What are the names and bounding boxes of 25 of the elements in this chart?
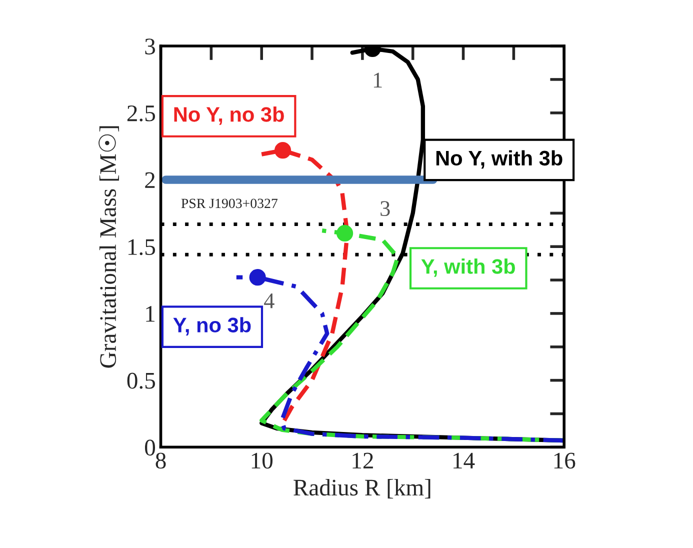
y-tick-label: 3 <box>145 38 155 54</box>
y-tick-label: 1 <box>146 306 154 322</box>
x-axis-title: Radius R [km] <box>294 478 430 499</box>
x-tick-label: 12 <box>352 452 373 468</box>
point <box>274 142 292 159</box>
series-label: No Y, no 3b <box>174 106 284 125</box>
y-tick-label: 2 <box>145 172 155 188</box>
x-tick-label: 8 <box>156 452 166 469</box>
y-axis-title: Gravitational Mass [M☉] <box>98 126 119 368</box>
x-tick-label: 14 <box>454 452 475 468</box>
ref-line-label: PSR J1903+0327 <box>181 198 278 208</box>
y-tick-label: 1.5 <box>128 239 155 256</box>
annotation: 3 <box>380 201 390 216</box>
annotation: 1 <box>374 72 382 88</box>
series-label: Y, with 3b <box>421 258 515 277</box>
point <box>249 269 266 286</box>
y-tick-label: 0 <box>145 440 156 456</box>
x-tick-label: 16 <box>554 452 576 469</box>
point <box>336 224 354 242</box>
series-label: No Y, with 3b <box>436 150 562 169</box>
x-tick-label: 10 <box>252 452 273 469</box>
y-tick-label: 2.5 <box>127 105 155 122</box>
series-label: Y, no 3b <box>173 317 251 336</box>
annotation: 4 <box>264 293 274 308</box>
y-tick-label: 0.5 <box>127 372 155 389</box>
